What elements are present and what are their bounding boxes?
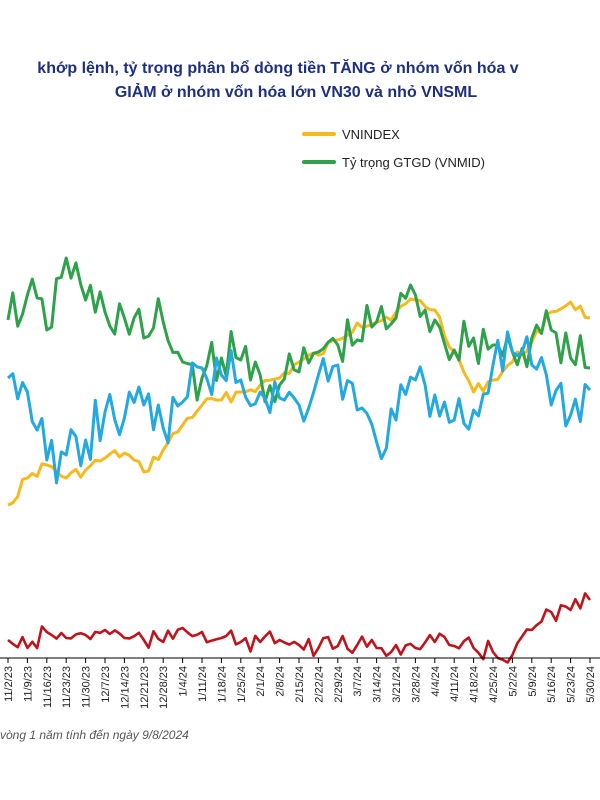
legend-swatch-vnindex	[302, 132, 336, 136]
x-tick-label: 11/2/23	[3, 666, 15, 702]
x-tick-label: 5/9/24	[527, 666, 539, 697]
series-line-0	[7, 297, 591, 507]
x-tick-label: 2/29/24	[333, 666, 345, 703]
x-tick-label: 11/9/23	[22, 666, 34, 702]
chart-title-line2: GIẢM ở nhóm vốn hóa lớn VN30 và nhỏ VNSM…	[114, 84, 478, 101]
x-tick-label: 12/21/23	[139, 666, 151, 709]
x-tick-label: 3/28/24	[410, 666, 422, 703]
x-tick-label: 4/25/24	[488, 666, 500, 703]
x-tick-label: 2/22/24	[313, 666, 325, 703]
x-tick-label: 5/16/24	[546, 666, 558, 703]
x-tick-label: 3/14/24	[372, 666, 384, 703]
x-tick-label: 2/15/24	[294, 666, 306, 703]
legend-item-vnindex: VNINDEX	[302, 124, 400, 144]
x-tick-label: 5/23/24	[566, 666, 578, 703]
series-line-1	[6, 256, 591, 404]
x-tick-label: 11/30/23	[81, 666, 93, 708]
x-tick-label: 11/23/23	[61, 666, 73, 708]
x-tick-label: 3/7/24	[352, 666, 364, 697]
x-tick-label: 5/2/24	[507, 666, 519, 697]
x-tick-label: 11/16/23	[42, 666, 54, 708]
source-note: g vòng 1 năm tính đến ngày 9/8/2024	[0, 728, 189, 742]
legend-label-vnmid: Tỷ trọng GTGD (VNMID)	[342, 154, 486, 170]
x-tick-label: 4/18/24	[469, 666, 481, 703]
x-tick-label: 12/7/23	[100, 666, 112, 703]
x-tick-label: 12/14/23	[119, 666, 131, 709]
x-tick-label: 1/25/24	[236, 666, 248, 703]
x-tick-label: 1/11/24	[197, 666, 209, 702]
legend-item-vnmid: Tỷ trọng GTGD (VNMID)	[302, 152, 485, 172]
x-tick-label: 1/18/24	[216, 666, 228, 703]
legend-swatch-vnmid	[302, 160, 336, 164]
series-line-3	[7, 592, 592, 664]
legend-label-vnindex: VNINDEX	[342, 126, 400, 142]
x-tick-label: 3/21/24	[391, 666, 403, 703]
x-tick-label: 1/4/24	[178, 666, 190, 697]
x-tick-label: 12/28/23	[158, 666, 170, 709]
x-tick-label: 2/1/24	[255, 666, 267, 697]
x-tick-label: 2/8/24	[275, 666, 287, 697]
x-tick-label: 4/4/24	[430, 666, 442, 697]
x-tick-label: 5/30/24	[585, 666, 597, 703]
series-line-2	[6, 330, 592, 485]
chart-title-line1: khớp lệnh, tỷ trọng phân bổ dòng tiền TĂ…	[37, 60, 519, 77]
x-tick-label: 4/11/24	[449, 666, 461, 702]
